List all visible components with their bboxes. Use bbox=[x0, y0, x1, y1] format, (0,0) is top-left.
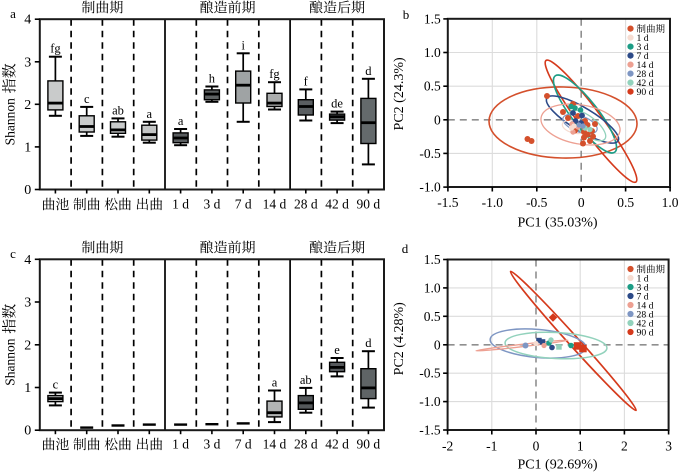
svg-text:7 d: 7 d bbox=[235, 197, 252, 212]
svg-text:a: a bbox=[272, 375, 278, 389]
svg-text:90 d: 90 d bbox=[637, 87, 654, 98]
svg-text:0: 0 bbox=[24, 424, 31, 439]
svg-text:de: de bbox=[331, 97, 343, 111]
svg-text:c: c bbox=[10, 246, 16, 261]
svg-text:c: c bbox=[53, 378, 59, 392]
svg-text:90 d: 90 d bbox=[357, 197, 381, 212]
svg-text:b: b bbox=[403, 7, 410, 22]
svg-text:42 d: 42 d bbox=[637, 78, 654, 89]
svg-text:7 d: 7 d bbox=[637, 51, 649, 62]
svg-text:-1.5: -1.5 bbox=[419, 423, 441, 438]
svg-text:1 d: 1 d bbox=[637, 33, 649, 44]
svg-text:1: 1 bbox=[24, 140, 31, 155]
svg-text:0.5: 0.5 bbox=[617, 195, 634, 210]
svg-text:90 d: 90 d bbox=[357, 437, 381, 452]
svg-text:2: 2 bbox=[24, 338, 31, 353]
svg-text:-0.5: -0.5 bbox=[526, 195, 548, 210]
svg-text:a: a bbox=[147, 107, 153, 121]
svg-text:c: c bbox=[84, 92, 90, 106]
svg-text:1 d: 1 d bbox=[637, 273, 649, 284]
svg-text:0.5: 0.5 bbox=[424, 309, 441, 324]
svg-text:PC1 (92.69%): PC1 (92.69%) bbox=[517, 458, 597, 473]
svg-text:PC2 (24.3%): PC2 (24.3%) bbox=[392, 57, 407, 130]
svg-text:i: i bbox=[241, 38, 245, 52]
svg-text:2: 2 bbox=[24, 98, 31, 113]
svg-text:3: 3 bbox=[24, 296, 31, 311]
svg-text:0.5: 0.5 bbox=[424, 79, 441, 94]
svg-text:h: h bbox=[209, 71, 216, 85]
svg-text:-0.5: -0.5 bbox=[419, 146, 441, 161]
svg-text:42 d: 42 d bbox=[637, 318, 654, 329]
svg-text:a: a bbox=[178, 114, 184, 128]
svg-text:-2: -2 bbox=[442, 438, 453, 453]
svg-text:-1.0: -1.0 bbox=[482, 195, 504, 210]
svg-text:d: d bbox=[402, 241, 409, 256]
svg-text:-0.5: -0.5 bbox=[419, 366, 441, 381]
svg-text:0: 0 bbox=[533, 438, 540, 453]
svg-text:ab: ab bbox=[300, 373, 312, 387]
svg-text:14 d: 14 d bbox=[263, 197, 287, 212]
svg-text:14 d: 14 d bbox=[263, 437, 287, 452]
svg-text:-1.0: -1.0 bbox=[419, 180, 441, 195]
svg-text:1.5: 1.5 bbox=[424, 11, 441, 26]
svg-text:4: 4 bbox=[24, 13, 31, 28]
svg-text:28 d: 28 d bbox=[294, 437, 318, 452]
svg-text:14 d: 14 d bbox=[637, 300, 654, 311]
svg-text:fg: fg bbox=[50, 42, 61, 56]
svg-text:0: 0 bbox=[434, 337, 441, 352]
svg-text:1.5: 1.5 bbox=[424, 252, 441, 267]
svg-text:1: 1 bbox=[577, 438, 584, 453]
svg-text:0: 0 bbox=[24, 183, 31, 198]
svg-text:7 d: 7 d bbox=[637, 291, 649, 302]
svg-text:1.0: 1.0 bbox=[424, 45, 441, 60]
svg-text:28 d: 28 d bbox=[637, 309, 654, 320]
svg-text:3 d: 3 d bbox=[637, 42, 649, 53]
svg-text:42 d: 42 d bbox=[325, 197, 349, 212]
svg-text:PC1 (35.03%): PC1 (35.03%) bbox=[517, 216, 597, 231]
svg-text:3: 3 bbox=[24, 55, 31, 70]
svg-text:2: 2 bbox=[621, 438, 628, 453]
svg-text:Shannon: Shannon bbox=[3, 98, 18, 146]
svg-text:1.0: 1.0 bbox=[424, 280, 441, 295]
svg-text:Shannon: Shannon bbox=[3, 338, 18, 386]
svg-text:7 d: 7 d bbox=[235, 437, 252, 452]
svg-text:1 d: 1 d bbox=[172, 197, 189, 212]
svg-text:1 d: 1 d bbox=[172, 437, 189, 452]
svg-text:28 d: 28 d bbox=[637, 69, 654, 80]
svg-text:d: d bbox=[365, 336, 372, 350]
svg-text:42 d: 42 d bbox=[325, 437, 349, 452]
svg-text:a: a bbox=[10, 6, 16, 21]
svg-text:0: 0 bbox=[578, 195, 585, 210]
svg-text:PC2 (4.28%): PC2 (4.28%) bbox=[392, 302, 407, 375]
svg-text:3 d: 3 d bbox=[637, 282, 649, 293]
svg-text:-1: -1 bbox=[486, 438, 497, 453]
svg-text:3 d: 3 d bbox=[203, 197, 220, 212]
svg-text:ab: ab bbox=[112, 103, 124, 117]
svg-text:28 d: 28 d bbox=[294, 197, 318, 212]
svg-text:-1.5: -1.5 bbox=[437, 195, 459, 210]
svg-text:90 d: 90 d bbox=[637, 327, 654, 338]
svg-text:d: d bbox=[365, 64, 372, 78]
svg-text:0: 0 bbox=[434, 112, 441, 127]
svg-text:1: 1 bbox=[24, 381, 31, 396]
svg-text:e: e bbox=[334, 343, 340, 357]
svg-text:1.0: 1.0 bbox=[662, 195, 678, 210]
svg-text:4: 4 bbox=[24, 253, 31, 268]
svg-text:14 d: 14 d bbox=[637, 60, 654, 71]
svg-text:f: f bbox=[304, 74, 309, 88]
svg-text:fg: fg bbox=[269, 67, 280, 81]
svg-text:3: 3 bbox=[665, 438, 672, 453]
svg-text:-1.0: -1.0 bbox=[419, 394, 441, 409]
svg-text:3 d: 3 d bbox=[203, 437, 220, 452]
